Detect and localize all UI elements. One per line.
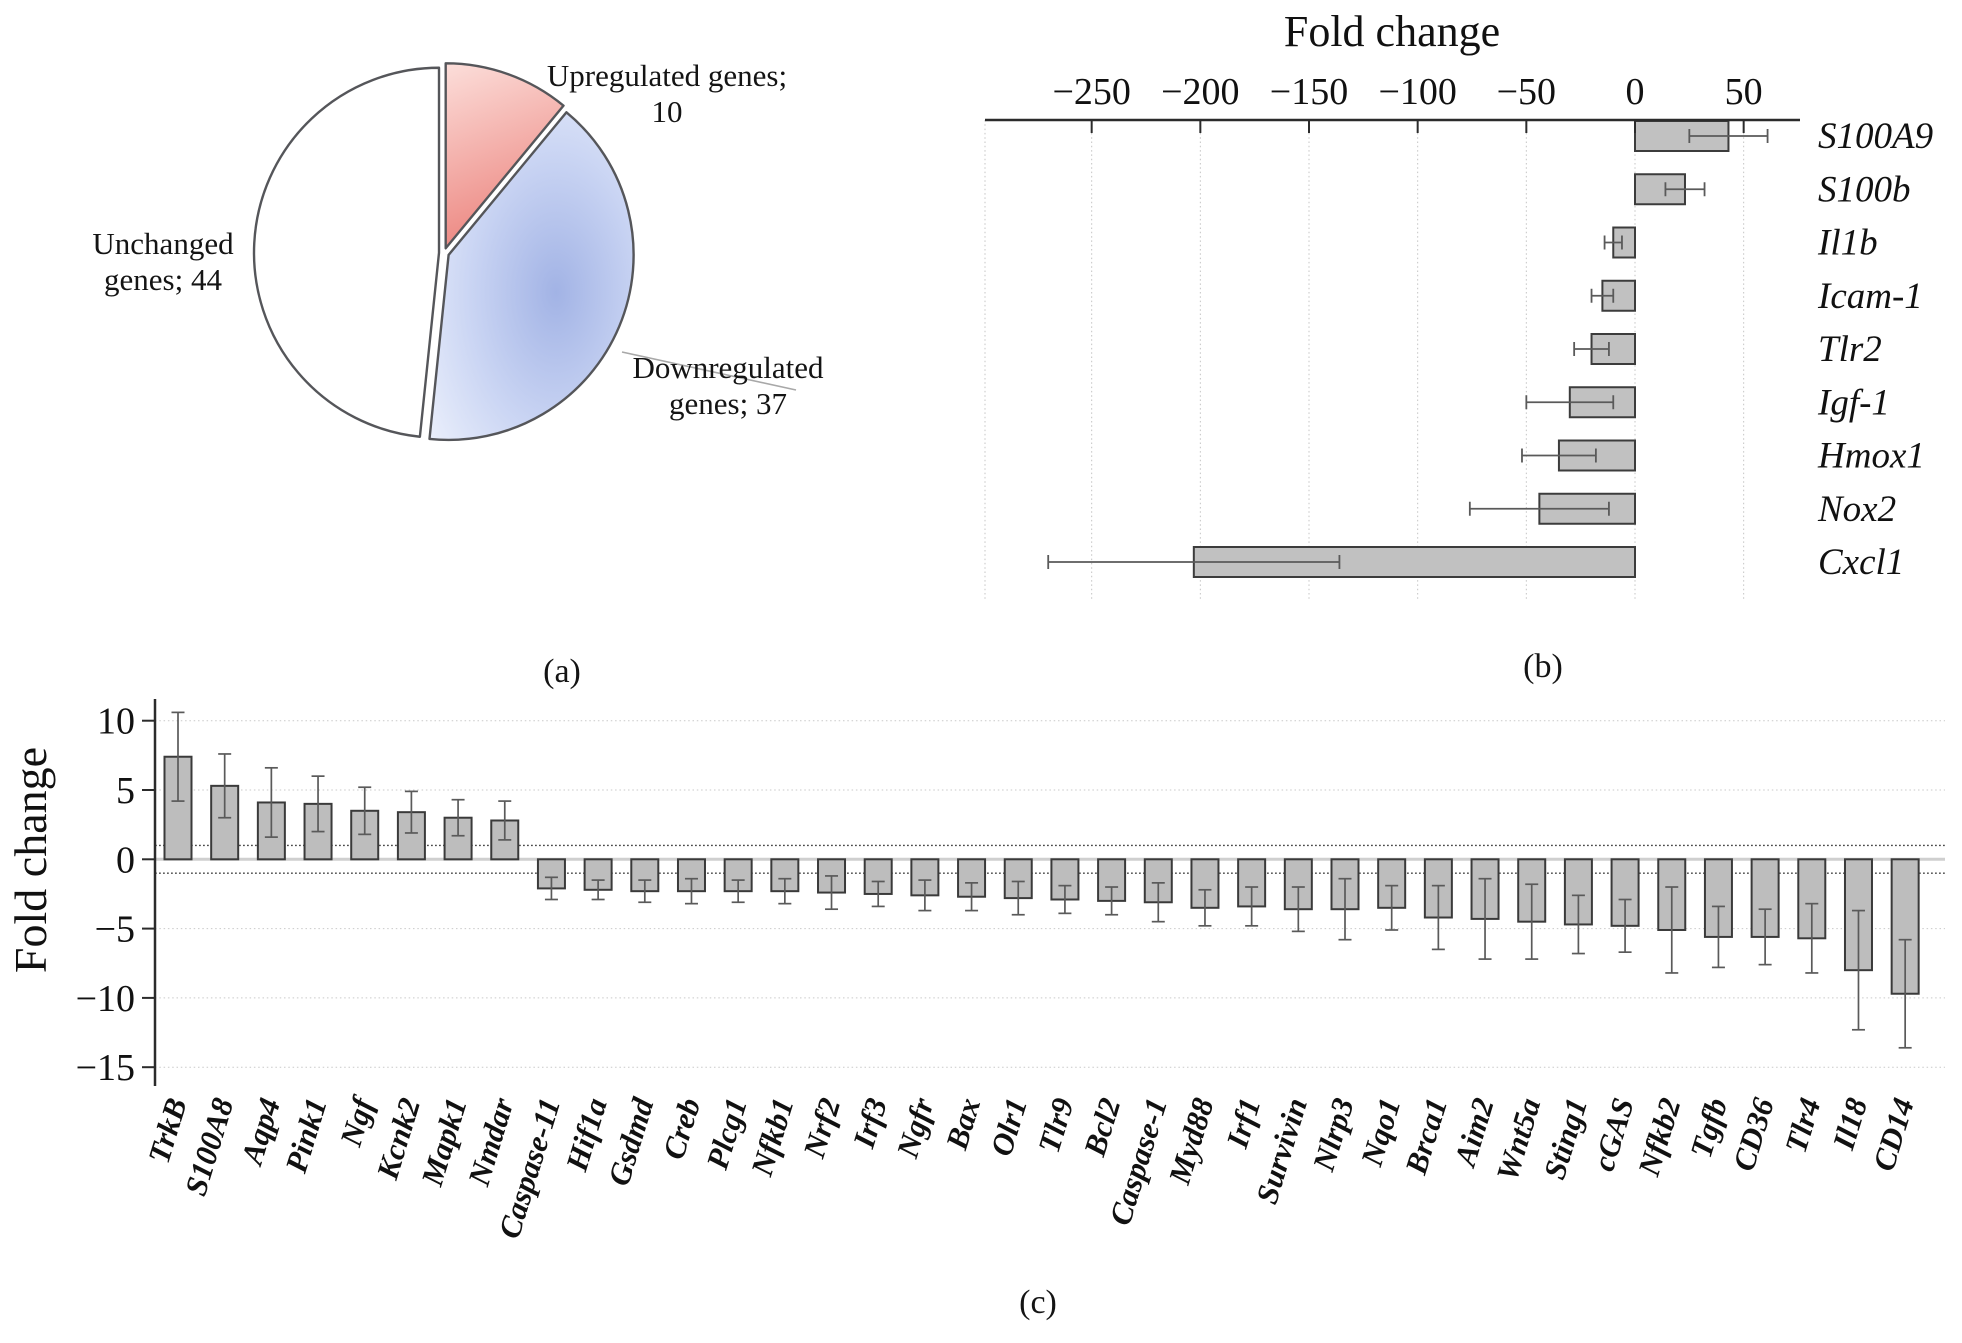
pie-label-downregulated-line2: genes; 37	[669, 386, 787, 421]
pie-label-upregulated-line2: 10	[651, 94, 683, 129]
vbar-tick-label: −15	[76, 1047, 135, 1089]
gene-label-Nrf2: Nrf2	[796, 1094, 847, 1163]
gene-label-Bax: Bax	[938, 1094, 987, 1155]
gene-label-Tlr2: Tlr2	[1818, 329, 1882, 370]
hbar-title: Fold change	[1284, 7, 1500, 56]
gene-label-CD14: CD14	[1866, 1094, 1921, 1175]
vbar-tick-label: 10	[97, 701, 135, 743]
caption-a: (a)	[543, 653, 581, 690]
hbar-tick-label: −100	[1378, 71, 1456, 113]
pie-label-downregulated-line1: Downregulated	[632, 350, 824, 385]
gene-label-Ngfr: Ngfr	[889, 1093, 941, 1163]
gene-label-Irf3: Irf3	[846, 1094, 894, 1153]
pie-label-unchanged: Unchanged genes; 44	[92, 226, 233, 298]
pie-slice-downregulated	[428, 111, 635, 442]
pie-chart	[252, 62, 797, 442]
hbar-tick-label: −250	[1052, 71, 1130, 113]
gene-label-Nox2: Nox2	[1817, 489, 1896, 530]
vbar-tick-label: −10	[76, 978, 135, 1020]
gene-label-Olr1: Olr1	[983, 1094, 1034, 1160]
hbar-tick-label: 50	[1725, 71, 1763, 113]
pie-label-unchanged-line1: Unchanged	[92, 226, 234, 261]
gene-label-Creb: Creb	[656, 1094, 708, 1164]
pie-label-unchanged-line2: genes; 44	[104, 262, 222, 297]
gene-label-Tlr4: Tlr4	[1778, 1094, 1828, 1157]
gene-label-Il1b: Il1b	[1817, 223, 1878, 264]
gene-label-Aim2: Aim2	[1447, 1094, 1501, 1172]
vbar-tick-label: −5	[95, 909, 135, 951]
gene-label-Cxcl1: Cxcl1	[1818, 542, 1904, 583]
caption-c: (c)	[1019, 1284, 1057, 1321]
hbar-tick-label: 0	[1626, 71, 1645, 113]
pie-label-upregulated-line1: Upregulated genes;	[546, 58, 788, 93]
gene-label-TrkB: TrkB	[141, 1094, 194, 1167]
vbar-tick-label: 5	[116, 770, 135, 812]
gene-label-Bcl2: Bcl2	[1076, 1094, 1127, 1161]
gene-label-Nqo1: Nqo1	[1353, 1094, 1407, 1171]
gene-label-Il18: Il18	[1825, 1093, 1874, 1154]
gene-label-S100b: S100b	[1818, 169, 1911, 210]
pie-label-downregulated: Downregulated genes; 37	[632, 350, 823, 422]
pie-slice-unchanged	[252, 66, 441, 438]
gene-label-Tgfb: Tgfb	[1683, 1094, 1734, 1162]
hbar-tick-label: −200	[1161, 71, 1239, 113]
gene-label-Hmox1: Hmox1	[1817, 436, 1925, 477]
gene-label-Ngf: Ngf	[333, 1091, 382, 1151]
gene-label-S100A9: S100A9	[1818, 116, 1933, 157]
hbar-tick-label: −150	[1270, 71, 1348, 113]
vbar-ylabel: Fold change	[5, 747, 56, 973]
gene-label-Irf1: Irf1	[1219, 1094, 1267, 1153]
hbar-chart: S100A9 S100b Il1b Icam-1 Tlr2 Igf-1 Hmox1 Nox2 C…	[984, 7, 1933, 600]
gene-label-Aqp4: Aqp4	[233, 1094, 287, 1170]
caption-b: (b)	[1523, 648, 1563, 685]
pie-slice-upregulated	[444, 62, 565, 250]
hbar-tick-label: −50	[1497, 71, 1556, 113]
pie-label-upregulated: Upregulated genes; 10	[547, 58, 787, 130]
gene-label-Tlr9: Tlr9	[1031, 1094, 1081, 1157]
gene-label-Igf-1: Igf-1	[1817, 382, 1890, 423]
gene-label-CD36: CD36	[1726, 1093, 1781, 1175]
vbar-tick-label: 0	[116, 839, 135, 881]
gene-label-Icam-1: Icam-1	[1817, 276, 1923, 317]
pie-leader-line	[621, 351, 797, 391]
gene-label-Nlrp3: Nlrp3	[1305, 1094, 1360, 1176]
